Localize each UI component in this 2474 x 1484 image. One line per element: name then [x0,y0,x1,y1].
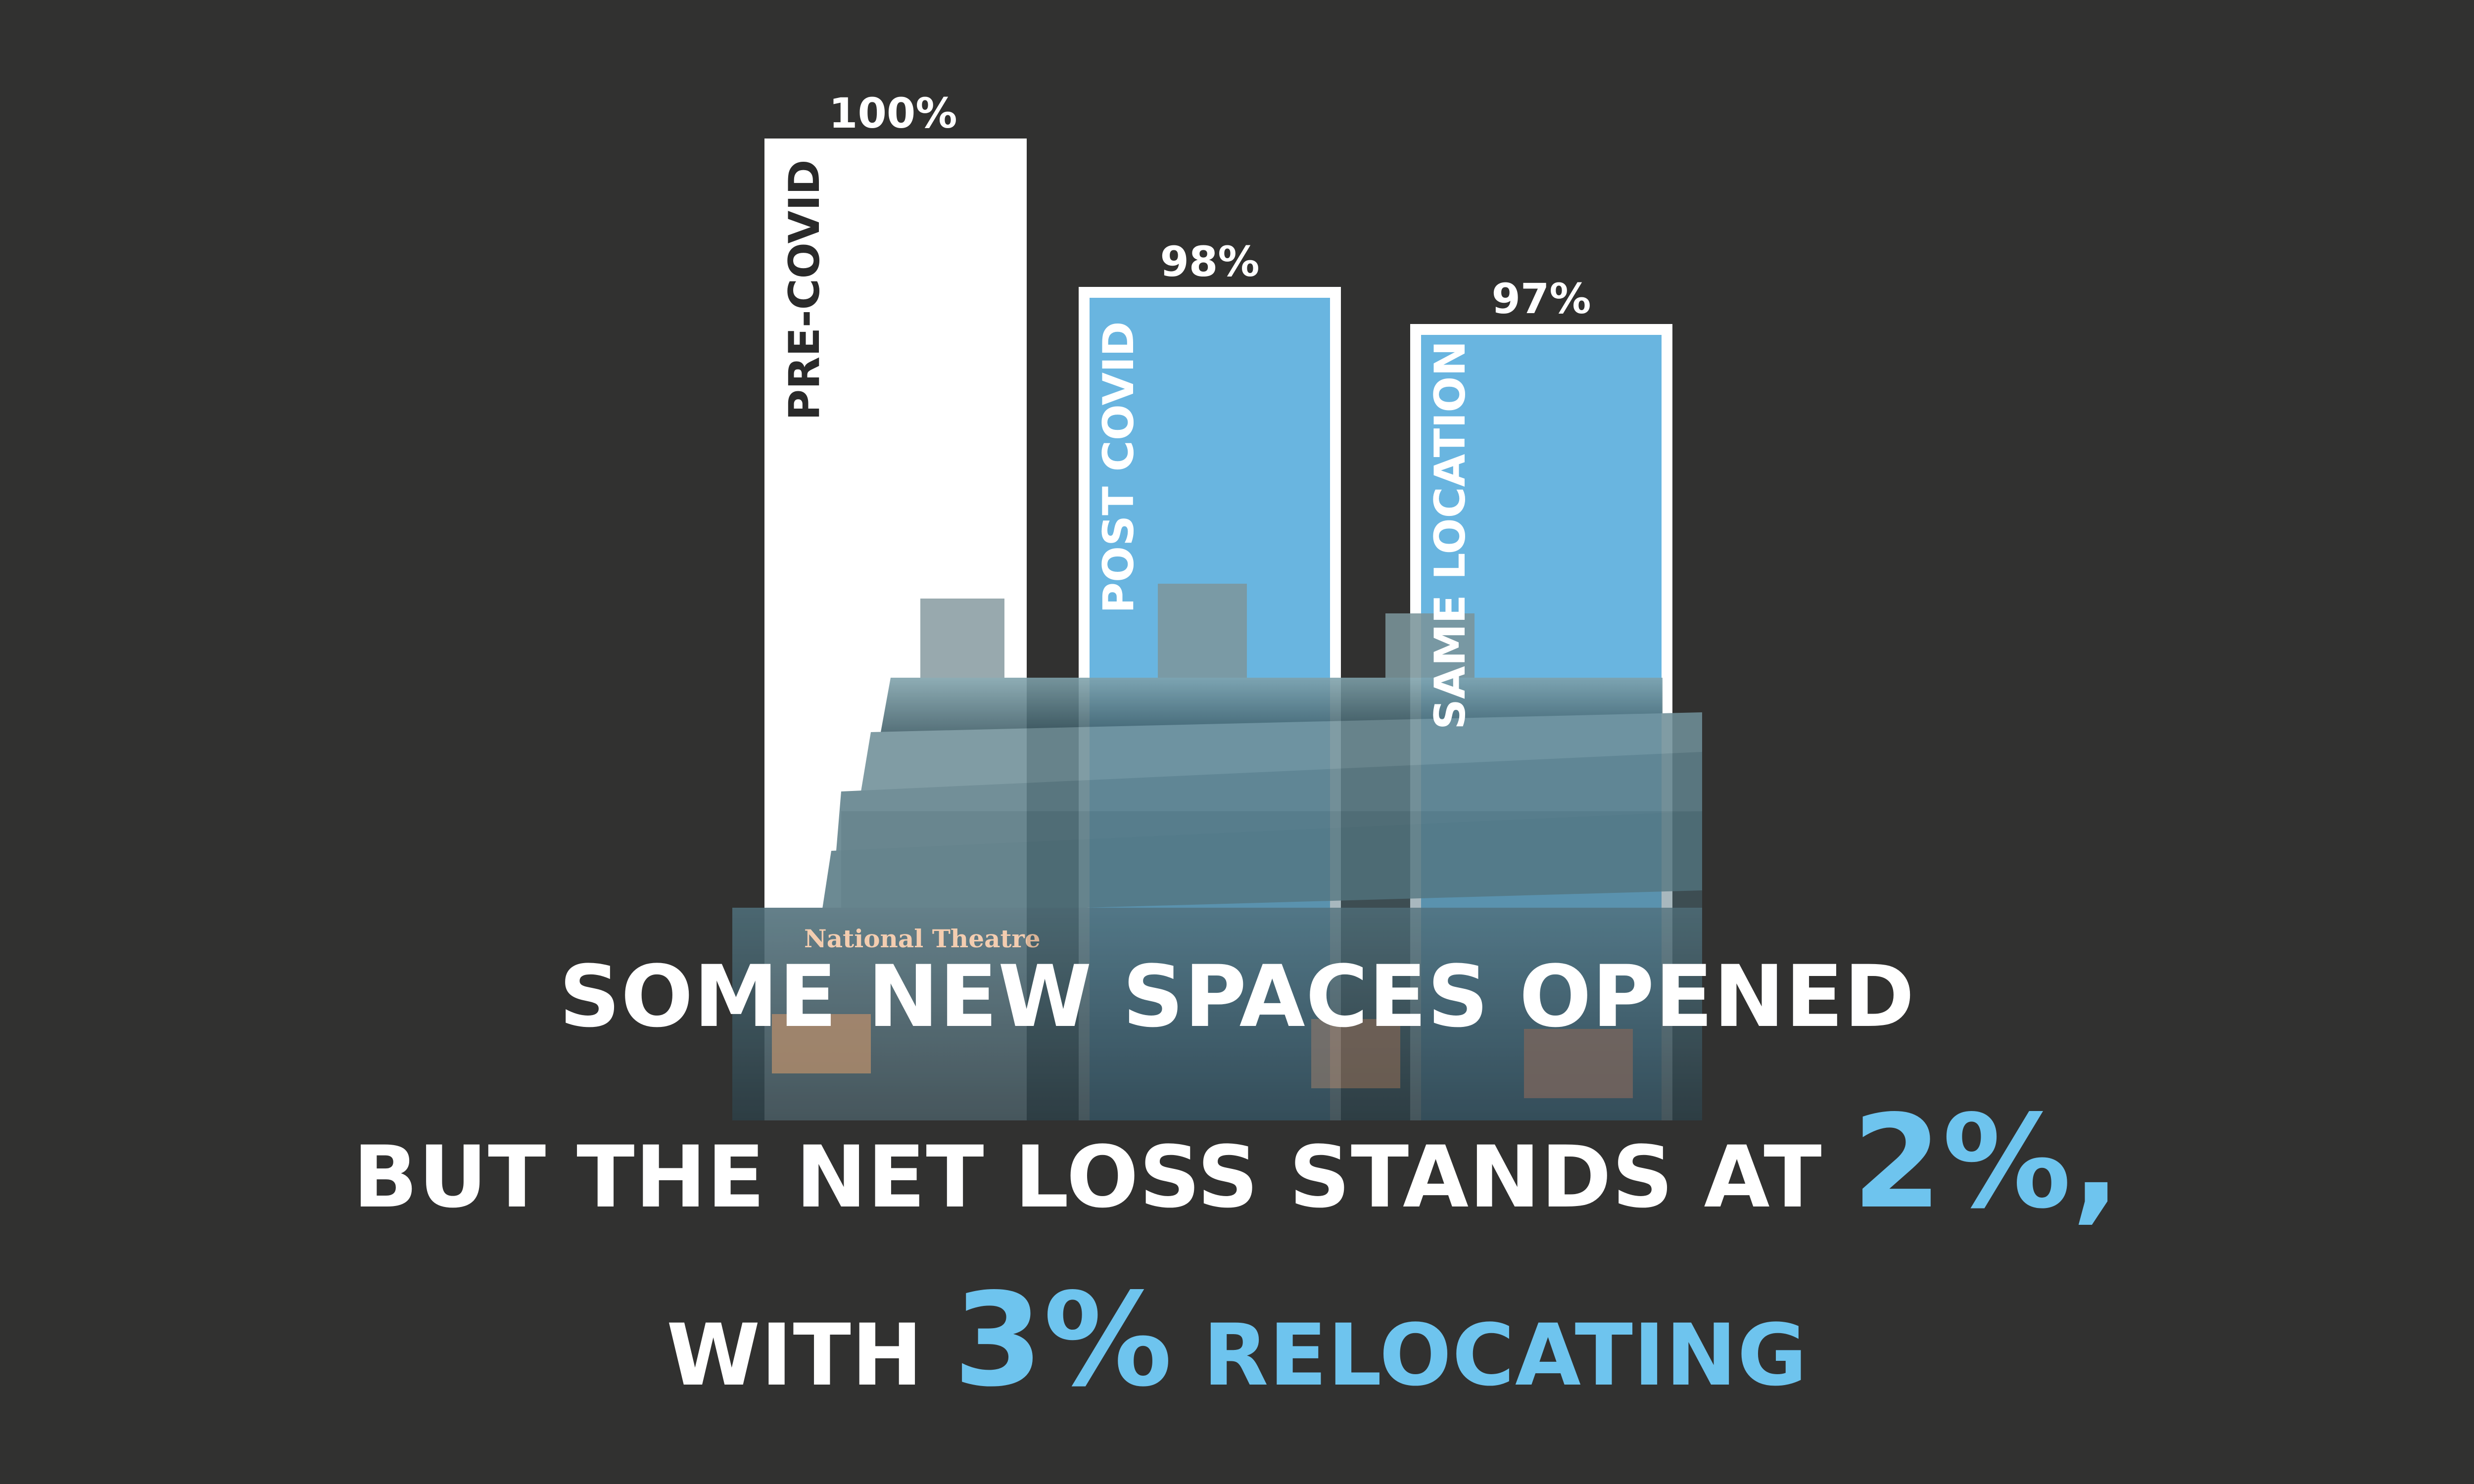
photo-cafe-left [772,1014,871,1073]
headline-line-1: SOME NEW SPACES OPENED [0,942,2474,1051]
category-label: PRE-COVID [780,159,829,420]
photo-tower-left [920,599,1004,678]
photo-sign-text: National Theatre [804,924,1041,953]
photo-stall-mid [1311,1019,1400,1088]
national-theatre-photo: National Theatre [732,584,1702,1120]
photo-tower-mid [1158,584,1247,683]
headline-line-1-text: SOME NEW SPACES OPENED [559,947,1915,1046]
value-label: 97% [1491,275,1591,323]
photo-tower-right [1385,613,1475,688]
photo-terrace-4 [821,811,1702,915]
headline-line-3-suffix: RELOCATING [1203,1305,1808,1405]
headline-line-2: BUT THE NET LOSS STANDS AT 2%, [0,1093,2474,1247]
photo-facade-windows [841,811,1702,910]
relocating-value: 3% [953,1266,1173,1415]
net-loss-value: 2%, [1852,1088,2121,1237]
value-label: 98% [1160,237,1259,286]
value-label: 100% [829,89,957,138]
photo-cafe-right [1524,1029,1633,1098]
category-label: POST COVID [1094,321,1143,613]
headline-line-3: WITH 3% RELOCATING [0,1271,2474,1425]
category-labels: PRE-COVID POST COVID SAME LOCATION [780,159,1475,730]
headline-line-3-prefix: WITH [666,1305,923,1405]
category-label: SAME LOCATION [1426,341,1475,730]
headline-line-2-text: BUT THE NET LOSS STANDS AT [353,1127,1822,1227]
